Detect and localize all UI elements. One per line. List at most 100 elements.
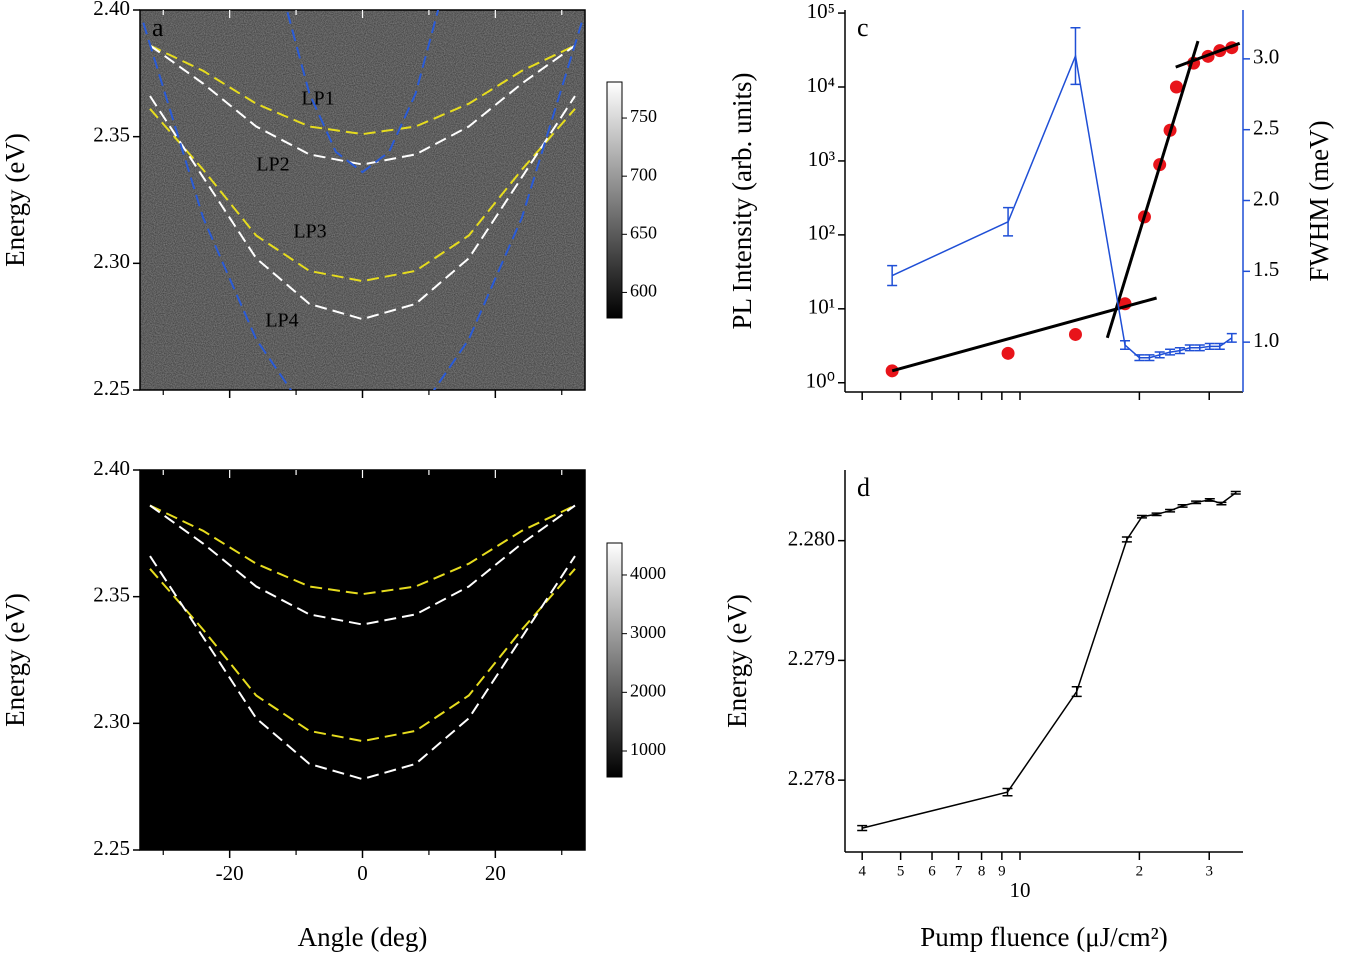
data-point: [885, 364, 899, 378]
error-bar: [1230, 490, 1241, 495]
y-tick-label: 10²: [808, 221, 835, 245]
dispersion-curve: [142, 22, 583, 390]
y2-tick-label: 1.0: [1253, 328, 1279, 352]
x-tick-label: 3: [1205, 863, 1213, 879]
error-bar: [1204, 497, 1215, 502]
x-tick-label: 5: [897, 863, 905, 879]
error-bar: [1121, 536, 1132, 543]
y2-tick-label: 2.5: [1253, 115, 1279, 139]
error-bar: [1165, 348, 1176, 356]
colorbar-tick-label: 700: [630, 164, 657, 184]
dispersion-curve: [149, 504, 576, 596]
y-tick-label: 2.40: [93, 456, 130, 480]
y-axis-label: PL Intensity (arb. units): [727, 73, 757, 330]
y2-axis-label: FWHM (meV): [1304, 120, 1334, 281]
panel-label: d: [857, 473, 870, 502]
error-bar: [1216, 501, 1227, 506]
dispersion-curve: [149, 44, 576, 166]
data-point: [1068, 327, 1082, 341]
y2-tick-label: 3.0: [1253, 45, 1279, 69]
y-tick-label: 2.278: [788, 766, 835, 790]
y-tick-label: 2.35: [93, 582, 130, 606]
colorbar-tick-label: 1000: [630, 739, 666, 759]
curve-label: LP3: [296, 683, 329, 705]
y-tick-label: 2.30: [93, 249, 130, 273]
x-tick-label: -20: [216, 861, 244, 885]
panel-label: c: [857, 13, 869, 42]
curve-label: LP3: [293, 221, 326, 243]
dispersion-curve: [149, 555, 576, 781]
error-bar: [1177, 503, 1188, 508]
y-axis-label: Energy (eV): [722, 594, 752, 728]
y-tick-label: 10⁴: [807, 73, 835, 97]
y-axis-label: Energy (eV): [0, 133, 30, 267]
colorbar-tick-label: 4000: [630, 563, 666, 583]
series-line: [862, 492, 1237, 829]
error-bar: [1214, 342, 1225, 350]
x-tick-label: 7: [955, 863, 963, 879]
y-tick-label: 2.30: [93, 709, 130, 733]
panel-label: b: [152, 473, 165, 502]
curve-label: LP4: [265, 310, 298, 332]
x-tick-label: 9: [998, 863, 1006, 879]
x-axis-label: Pump fluence (μJ/cm²): [920, 922, 1168, 952]
error-bar: [1194, 344, 1205, 352]
series-line: [891, 53, 1233, 359]
panel-label: a: [152, 13, 164, 42]
colorbar-tick-label: 600: [630, 281, 657, 301]
error-bar: [1003, 206, 1014, 237]
data-point: [1169, 80, 1183, 94]
y-tick-label: 2.25: [93, 836, 130, 860]
dispersion-curve: [149, 108, 576, 283]
data-point: [1001, 346, 1015, 360]
y-tick-label: 10¹: [808, 295, 835, 319]
y-tick-label: 10⁰: [806, 369, 835, 393]
curve-label: LP1: [298, 545, 331, 567]
x-axis-label: Angle (deg): [298, 922, 428, 952]
error-bar: [1002, 787, 1013, 797]
error-bar: [1204, 342, 1215, 350]
y-tick-label: 10³: [808, 147, 835, 171]
error-bar: [1165, 508, 1176, 513]
x-tick-label: 10: [1010, 878, 1031, 902]
error-bar: [1134, 354, 1145, 362]
error-bar: [1226, 332, 1237, 343]
dispersion-curve: [285, 10, 440, 174]
y-axis-label: Energy (eV): [0, 593, 30, 727]
image-background: [140, 470, 585, 850]
dispersion-curve: [149, 44, 576, 136]
error-bar: [857, 824, 868, 832]
image-noise: [140, 10, 585, 390]
colorbar: [606, 81, 623, 319]
colorbar-tick-label: 750: [630, 106, 657, 126]
error-bar: [1071, 685, 1082, 698]
error-bar: [1154, 351, 1165, 359]
curve-label: LP2: [256, 620, 289, 642]
error-bar: [1120, 339, 1131, 350]
x-tick-label: 20: [485, 861, 506, 885]
y-tick-label: 2.279: [788, 646, 835, 670]
error-bar: [1191, 500, 1202, 505]
dispersion-curve: [149, 568, 576, 743]
x-tick-label: 2: [1136, 863, 1144, 879]
error-bar: [1151, 512, 1162, 517]
curve-label: LP4: [265, 777, 298, 799]
error-bar: [1070, 26, 1081, 86]
curve-label: LP2: [256, 154, 289, 176]
x-tick-label: 4: [858, 863, 866, 879]
error-bar: [1136, 514, 1147, 519]
error-bar: [1184, 344, 1195, 352]
dispersion-curve: [149, 95, 576, 321]
dispersion-curve: [149, 504, 576, 626]
y-tick-label: 2.40: [93, 0, 130, 20]
series-line: [1105, 40, 1200, 339]
y2-tick-label: 2.0: [1253, 186, 1279, 210]
colorbar-tick-label: 3000: [630, 622, 666, 642]
y-tick-label: 2.35: [93, 122, 130, 146]
error-bar: [1174, 347, 1185, 355]
y-tick-label: 2.280: [788, 526, 835, 550]
y-tick-label: 2.25: [93, 376, 130, 400]
colorbar-tick-label: 2000: [630, 680, 666, 700]
